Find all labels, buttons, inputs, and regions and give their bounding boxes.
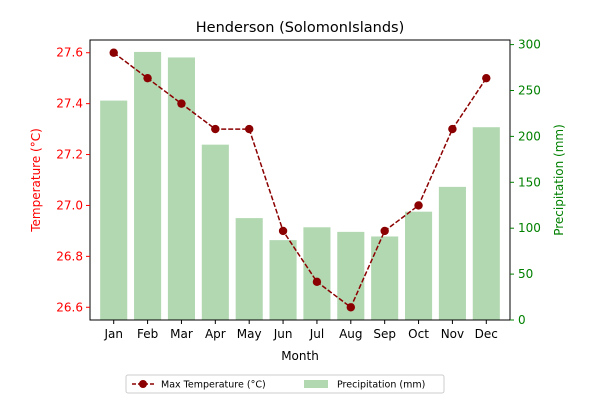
x-axis: Jan Feb Mar Apr May Jun Jul Aug Sep Oct Nov Dec — [103, 320, 498, 341]
precipitation-bar-sep — [371, 236, 399, 320]
temperature-point-jan — [109, 48, 118, 57]
x-tick-label-dec: Dec — [475, 327, 498, 341]
precipitation-tick-label: 200 — [518, 129, 541, 143]
temperature-point-nov — [448, 124, 457, 134]
temperature-axis-label: Temperature (°C) — [29, 128, 43, 233]
temperature-tick-label: 27.2 — [56, 148, 83, 162]
temperature-point-jun — [278, 226, 288, 236]
x-tick-label-mar: Mar — [170, 327, 193, 341]
precipitation-bar-apr — [201, 144, 229, 320]
x-tick-label-feb: Feb — [137, 327, 158, 341]
precipitation-bar-dec — [472, 127, 500, 321]
temperature-point-apr — [211, 124, 220, 134]
temperature-tick-label: 27.4 — [56, 97, 83, 111]
x-tick-label-jun: Jun — [273, 327, 293, 341]
temperature-tick-label: 27.0 — [56, 198, 83, 212]
temperature-tick-label: 26.8 — [56, 249, 83, 263]
x-tick-label-nov: Nov — [441, 327, 464, 341]
precipitation-tick-label: 50 — [518, 267, 533, 281]
plot-frame — [89, 39, 511, 321]
precipitation-tick-label: 250 — [518, 83, 541, 97]
temperature-point-oct — [414, 201, 423, 210]
temperature-line — [113, 52, 487, 309]
x-tick-label-jul: Jul — [309, 327, 324, 341]
x-tick-label-oct: Oct — [408, 327, 429, 341]
temperature-point-may — [244, 124, 254, 134]
temperature-tick-label: 26.6 — [56, 300, 83, 314]
temperature-tick-label: 27.6 — [56, 46, 83, 60]
precipitation-tick-label: 150 — [518, 175, 541, 189]
precipitation-bar-may — [235, 218, 263, 320]
x-tick-label-may: May — [237, 327, 262, 341]
precipitation-bar-feb — [134, 51, 162, 321]
legend-precip-label: Precipitation (mm) — [337, 380, 425, 391]
x-axis-label: Month — [281, 349, 319, 363]
precipitation-bar-jul — [303, 227, 331, 320]
temperature-point-sep — [380, 226, 389, 236]
precipitation-bars — [100, 51, 500, 321]
temperature-point-aug — [346, 303, 356, 312]
chart-title: Henderson (SolomonIslands) — [196, 20, 405, 36]
temperature-point-dec — [482, 73, 491, 83]
temperature-axis: 26.6 26.8 27.0 27.2 27.4 27.6 — [56, 46, 90, 314]
temperature-point-mar — [177, 99, 186, 108]
legend-precip-swatch — [304, 380, 328, 388]
precipitation-bar-jan — [100, 100, 128, 320]
x-tick-label-apr: Apr — [205, 327, 226, 341]
x-tick-label-sep: Sep — [373, 327, 396, 341]
precipitation-bar-jun — [269, 240, 297, 320]
temperature-line-group — [109, 48, 491, 312]
legend-box — [125, 374, 445, 394]
precipitation-axis: 0 50 100 150 200 250 300 — [510, 38, 541, 327]
legend-temp-label: Max Temperature (°C) — [161, 380, 266, 391]
precipitation-tick-label: 300 — [518, 38, 541, 52]
temperature-point-jul — [312, 277, 322, 287]
legend: Max Temperature (°C) Precipitation (mm) — [125, 374, 445, 394]
precipitation-tick-label: 0 — [518, 313, 526, 327]
legend-temp-marker — [139, 380, 147, 388]
precipitation-bar-nov — [438, 186, 466, 320]
x-tick-label-jan: Jan — [103, 327, 123, 341]
temperature-point-feb — [143, 73, 152, 83]
x-tick-label-aug: Aug — [339, 327, 362, 341]
precipitation-axis-label: Precipitation (mm) — [552, 124, 566, 236]
precipitation-bar-oct — [405, 211, 433, 320]
precipitation-tick-label: 100 — [518, 221, 541, 235]
